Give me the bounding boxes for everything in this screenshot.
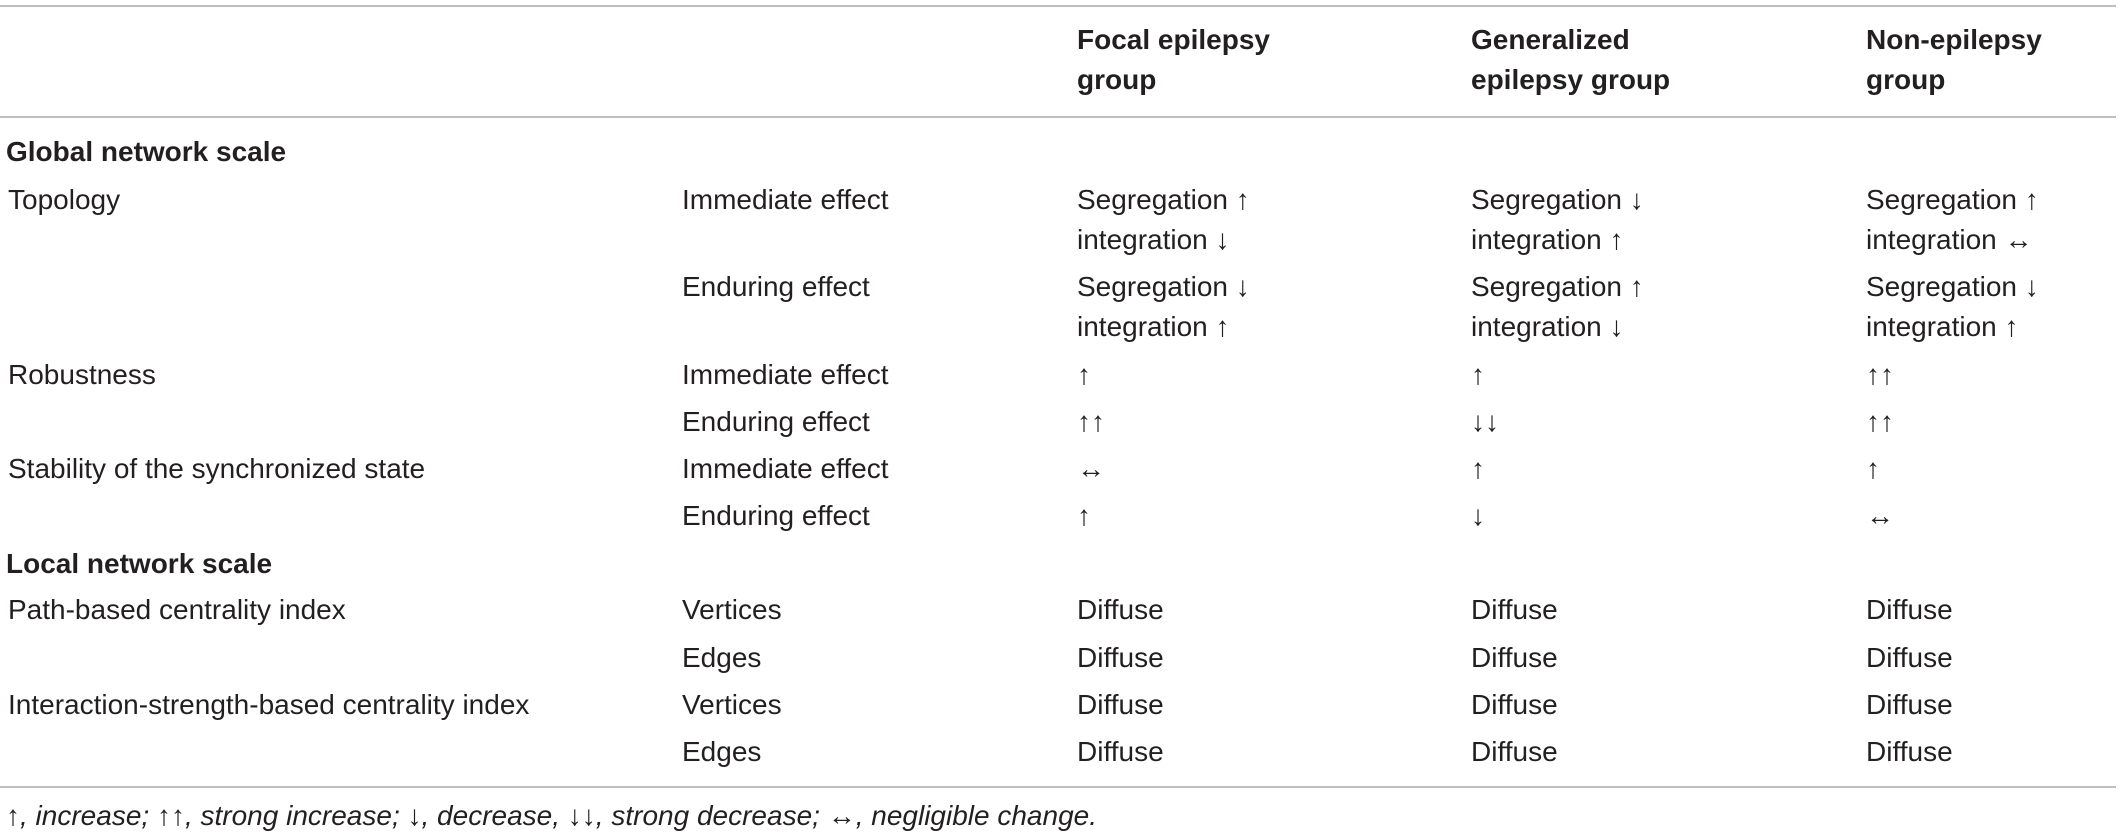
robustness-immediate-generalized: ↑ <box>1471 359 1485 390</box>
robustness-enduring-focal: ↑↑ <box>1077 406 1105 437</box>
effect-label: Vertices <box>682 689 782 720</box>
interaction-vertices-generalized: Diffuse <box>1471 689 1558 720</box>
stability-immediate-non: ↑ <box>1866 453 1880 484</box>
stability-enduring-focal: ↑ <box>1077 500 1091 531</box>
section-local-network-scale: Local network scale <box>6 548 273 579</box>
effect-label: Vertices <box>682 594 782 625</box>
effect-label: Immediate effect <box>682 359 889 390</box>
path-edges-non: Diffuse <box>1866 642 1953 673</box>
robustness-immediate-non: ↑↑ <box>1866 359 1894 390</box>
row-label-stability: Stability of the synchronized state <box>8 453 426 484</box>
path-vertices-generalized: Diffuse <box>1471 594 1558 625</box>
path-vertices-focal: Diffuse <box>1077 594 1164 625</box>
table-bottom-rule <box>0 786 2116 788</box>
topology-enduring-non: Segregation ↓ integration ↑ <box>1866 271 2039 342</box>
interaction-edges-focal: Diffuse <box>1077 736 1164 767</box>
header-non-epilepsy: Non-epilepsy group <box>1866 24 2042 95</box>
effect-label: Edges <box>682 736 762 767</box>
stability-immediate-generalized: ↑ <box>1471 453 1485 484</box>
table-footnote: ↑, increase; ↑↑, strong increase; ↓, dec… <box>6 800 1098 831</box>
stability-immediate-focal: ↔ <box>1077 453 1105 484</box>
interaction-edges-non: Diffuse <box>1866 736 1953 767</box>
topology-enduring-focal: Segregation ↓ integration ↑ <box>1077 271 1250 342</box>
robustness-enduring-generalized: ↓↓ <box>1471 406 1499 437</box>
header-focal-epilepsy: Focal epilepsy group <box>1077 24 1270 95</box>
topology-enduring-generalized: Segregation ↑ integration ↓ <box>1471 271 1644 342</box>
path-vertices-non: Diffuse <box>1866 594 1953 625</box>
interaction-edges-generalized: Diffuse <box>1471 736 1558 767</box>
row-label-interaction-strength: Interaction-strength-based centrality in… <box>8 689 530 720</box>
effect-label: Enduring effect <box>682 500 870 531</box>
effect-label: Immediate effect <box>682 453 889 484</box>
effect-label: Enduring effect <box>682 406 870 437</box>
row-label-robustness: Robustness <box>8 359 156 390</box>
path-edges-focal: Diffuse <box>1077 642 1164 673</box>
path-edges-generalized: Diffuse <box>1471 642 1558 673</box>
section-global-network-scale: Global network scale <box>6 136 287 167</box>
topology-immediate-generalized: Segregation ↓ integration ↑ <box>1471 184 1644 255</box>
row-label-topology: Topology <box>8 184 121 215</box>
robustness-enduring-non: ↑↑ <box>1866 406 1894 437</box>
effect-label: Enduring effect <box>682 271 870 302</box>
table-top-rule <box>0 5 2116 7</box>
header-generalized-epilepsy: Generalized epilepsy group <box>1471 24 1671 95</box>
effect-label: Edges <box>682 642 762 673</box>
effect-label: Immediate effect <box>682 184 889 215</box>
header-rule <box>0 116 2116 118</box>
row-label-path-based: Path-based centrality index <box>8 594 346 625</box>
stability-enduring-generalized: ↓ <box>1471 500 1485 531</box>
stability-enduring-non: ↔ <box>1866 500 1894 531</box>
robustness-immediate-focal: ↑ <box>1077 359 1091 390</box>
interaction-vertices-non: Diffuse <box>1866 689 1953 720</box>
interaction-vertices-focal: Diffuse <box>1077 689 1164 720</box>
topology-immediate-non: Segregation ↑ integration ↔ <box>1866 184 2039 255</box>
topology-immediate-focal: Segregation ↑ integration ↓ <box>1077 184 1250 255</box>
